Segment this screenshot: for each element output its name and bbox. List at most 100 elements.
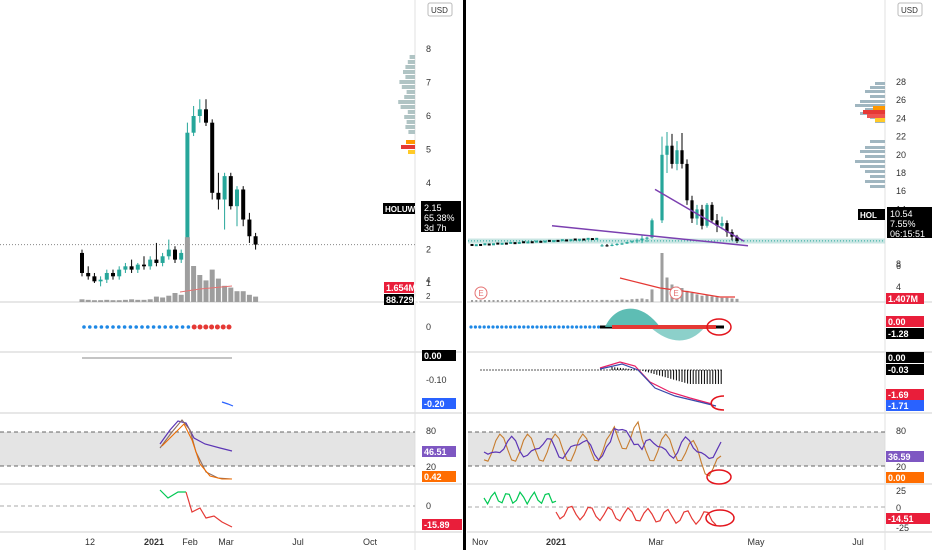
left-rsi-value: 46.51 [424,447,447,457]
right-candle-body [539,240,543,243]
left-volume-profile-bar [405,125,415,129]
left-ind2-line [221,401,234,407]
right-volume-profile-bar [870,175,885,178]
right-ind1-value-bg [886,328,924,339]
right-volume-bar [483,300,486,302]
right-signal-dot [579,325,583,329]
left-candle-body [135,264,140,270]
left-volume-bar [215,278,221,302]
right-rsi-line [483,427,722,461]
left-volume-bar [166,295,172,302]
left-price-tick: 2 [426,245,431,255]
left-signal-dot [99,325,104,329]
right-volume-bar [496,300,499,302]
right-volume-bar [548,300,551,302]
left-signal-dot [128,325,133,329]
right-price-tick: 20 [896,150,906,160]
left-volume-label: 1.654M [386,283,416,293]
left-volume-bar [129,299,135,302]
left-candle-body [154,259,159,263]
left-volume-bar [222,285,228,302]
left-ind2-value: -0.20 [424,399,445,409]
right-ind2-value: 0.00 [888,353,906,363]
left-rsi-value-bg [422,446,456,457]
left-candle-body [241,189,246,220]
right-candle-body [670,145,674,164]
left-volume-profile-poc [401,145,415,149]
left-signal-dot [122,325,127,329]
right-volume-bar [535,300,538,302]
right-volume-bar [630,299,634,302]
left-volume-bar [147,299,153,302]
right-candle-body [720,223,724,226]
left-signal-dot [214,324,220,330]
left-volume-bar [98,300,104,302]
right-signal-dot [531,325,535,329]
left-candle-body [104,272,109,280]
right-candle-body [690,200,694,219]
right-volume-bar [475,300,478,302]
left-volume-bar [228,287,234,302]
right-earnings-label: E [478,289,483,298]
right-volume-bar [705,295,709,302]
left-time-tick: Mar [218,537,234,547]
right-volume-bar [625,299,629,302]
left-currency-badge [427,2,453,17]
left-time-tick: Oct [363,537,378,547]
right-volume-bar [730,298,734,302]
left-ind2-value: 0.00 [424,351,442,361]
left-signal-dot [163,325,167,329]
left-osc-value: -15.89 [424,520,450,530]
right-volume-bar [501,300,504,302]
left-candle-body [185,132,190,253]
left-volume-small-label: 88.729K [386,295,421,305]
right-price-tick: 26 [896,95,906,105]
right-candle-body [573,238,577,241]
left-price-tick: 7 [426,78,431,88]
left-candle-body [204,109,208,123]
left-candle-body [228,176,233,207]
right-currency-badge [897,2,923,17]
right-ind2-value-bg [886,364,924,375]
left-signal-dot [169,325,173,329]
right-candle-body [509,241,513,244]
right-ind2-value: -0.03 [888,365,909,375]
right-ind2-value-bg [886,400,924,411]
right-candle-body [590,238,594,241]
left-volume-profile-bar [406,90,415,94]
right-candle-body [610,244,614,246]
right-candle-body [665,145,669,155]
left-candle-body [123,266,128,270]
right-volume-bar [552,300,555,302]
right-volume-profile-bar [860,150,885,153]
left-osc-value-bg [422,519,462,530]
right-annotation-bracket [710,395,725,411]
right-volume-bar [591,300,594,302]
right-candle-body [530,241,534,244]
left-signal-dot [93,325,98,329]
right-signal-dot [469,325,473,329]
right-volume-bar [492,300,495,302]
right-price-tag-bg [887,207,932,238]
right-volume-bar [695,294,699,302]
right-stoch-value-bg [886,472,924,483]
left-time-tick: 12 [85,537,95,547]
right-candle-body [492,243,495,246]
right-volume-bar [574,300,577,302]
left-osc-line-neg [185,491,233,528]
right-signal-dot [517,325,522,329]
left-volume-bar [85,299,91,302]
right-annotation-circle-3 [705,509,735,527]
left-candle-body [148,259,153,267]
left-signal-dot [203,324,209,330]
right-ind2-value: -1.71 [888,401,909,411]
left-volume-profile-bar [409,55,415,59]
right-volume-profile-bar [855,104,885,107]
right-osc-line-neg [555,505,717,526]
right-candle-body [725,223,729,233]
right-support-band [468,238,885,244]
left-volume-profile-bar [406,120,415,124]
left-volume-bar [203,280,209,302]
right-price-tick: 28 [896,77,906,87]
right-volume-profile-poc [873,106,885,110]
